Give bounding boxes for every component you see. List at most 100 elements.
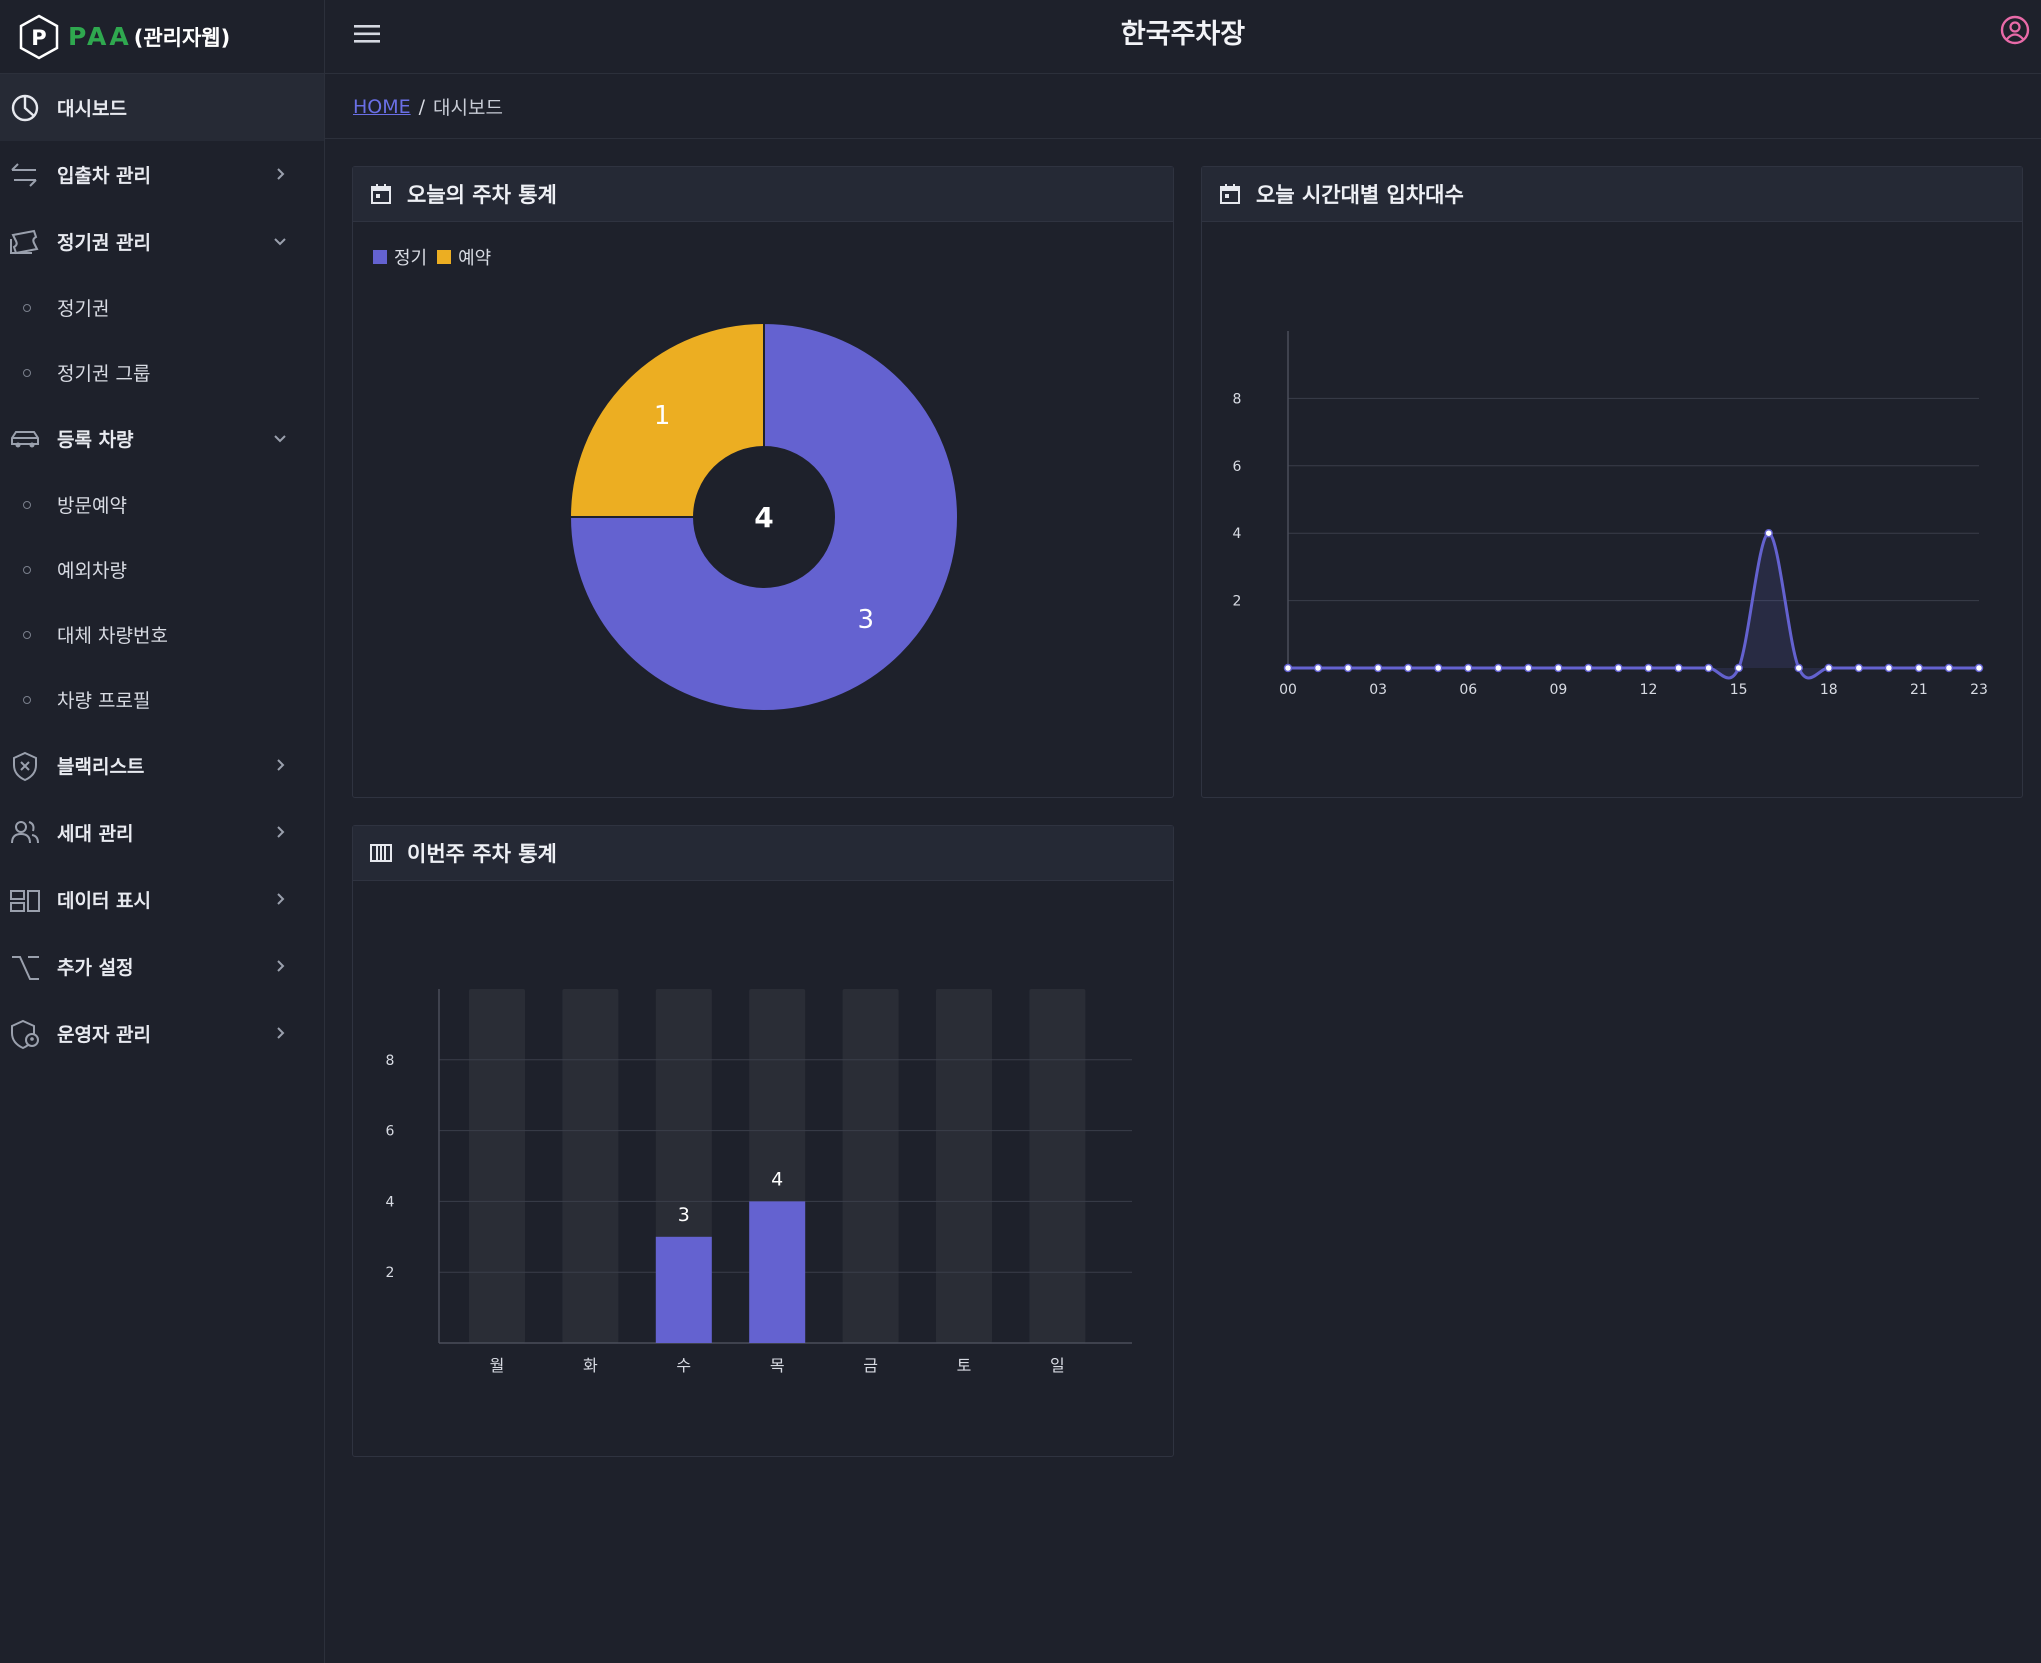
data-point[interactable] xyxy=(1524,663,1533,673)
brand[interactable]: P PAA (관리자웹) xyxy=(0,0,324,74)
chevron-right-icon xyxy=(277,960,285,972)
data-point[interactable] xyxy=(1854,663,1864,673)
line-area xyxy=(1288,533,1979,678)
chevron-right-icon xyxy=(277,826,285,838)
breadcrumb-home-link[interactable]: HOME xyxy=(353,95,411,118)
sidebar-item[interactable]: 세대 관리 xyxy=(0,799,324,866)
y-tick-label: 8 xyxy=(386,1053,395,1069)
sidebar-item[interactable]: 등록 차량 xyxy=(0,405,324,472)
user-circle-icon[interactable] xyxy=(1999,14,2031,46)
legend-item[interactable]: 예약 xyxy=(437,244,491,270)
card-header: 오늘 시간대별 입차대수 xyxy=(1202,167,2022,222)
data-point[interactable] xyxy=(1554,663,1563,673)
site-title: 한국주차장 xyxy=(1120,19,1246,50)
series-line xyxy=(1287,531,1979,680)
shield-user-icon xyxy=(11,1019,39,1049)
data-point[interactable] xyxy=(1403,663,1413,673)
sidebar-subitem-label: 정기권 그룹 xyxy=(57,363,151,385)
x-tick-label: 토 xyxy=(957,1356,972,1375)
donut-slice[interactable] xyxy=(568,321,765,518)
bullet-icon xyxy=(23,630,31,639)
sidebar-item[interactable]: 대시보드 xyxy=(0,74,324,141)
data-point[interactable] xyxy=(1584,663,1593,673)
data-point[interactable] xyxy=(1644,663,1653,673)
legend-item[interactable]: 정기 xyxy=(373,244,427,270)
y-tick-label: 8 xyxy=(1233,391,1242,407)
bullet-icon xyxy=(23,565,31,574)
data-point[interactable] xyxy=(1494,663,1503,673)
data-point[interactable] xyxy=(1884,663,1894,673)
x-tick-label: 일 xyxy=(1050,1356,1065,1375)
sidebar-item[interactable]: 입출차 관리 xyxy=(0,141,324,208)
sidebar-item-label: 추가 설정 xyxy=(57,957,134,979)
slice-value-label: 3 xyxy=(858,605,875,635)
data-point[interactable] xyxy=(1433,663,1443,673)
y-tick-label: 6 xyxy=(386,1124,395,1140)
y-tick-label: 4 xyxy=(1233,526,1242,542)
x-tick-label: 금 xyxy=(863,1356,878,1375)
pie-chart-icon xyxy=(11,94,39,121)
x-tick-label: 수 xyxy=(676,1356,691,1375)
data-point[interactable] xyxy=(1764,528,1773,538)
sidebar-subitem[interactable]: 예외차량 xyxy=(0,537,324,602)
data-point[interactable] xyxy=(1734,663,1743,673)
sidebar-subitem[interactable]: 차량 프로필 xyxy=(0,667,324,732)
x-tick-label: 18 xyxy=(1820,682,1838,698)
sidebar-item-label: 정기권 관리 xyxy=(57,232,152,254)
option-icon xyxy=(12,955,39,980)
sidebar-subitem[interactable]: 정기권 xyxy=(0,275,324,340)
data-point[interactable] xyxy=(1674,663,1683,673)
data-point[interactable] xyxy=(1794,663,1803,673)
donut-chart: 3 1 4 xyxy=(568,321,959,712)
sidebar-subitem[interactable]: 대체 차량번호 xyxy=(0,602,324,667)
bullet-icon xyxy=(23,368,31,377)
top-bar: 한국주차장 xyxy=(325,0,2041,74)
data-point[interactable] xyxy=(1914,663,1924,673)
y-tick-label: 2 xyxy=(1233,594,1242,610)
sidebar-item-label: 대시보드 xyxy=(57,98,127,120)
data-point[interactable] xyxy=(1704,663,1713,673)
bar[interactable] xyxy=(749,1201,806,1343)
data-point[interactable] xyxy=(1283,663,1293,673)
sidebar-subitem[interactable]: 방문예약 xyxy=(0,472,324,537)
slice-value-label: 1 xyxy=(654,401,671,431)
data-point[interactable] xyxy=(1824,663,1834,673)
parking-logo-icon: P xyxy=(19,14,59,59)
x-tick-label: 09 xyxy=(1549,682,1567,698)
bar-value-label: 3 xyxy=(678,1204,690,1226)
ticket-icon xyxy=(10,229,39,254)
sidebar-subitem[interactable]: 정기권 그룹 xyxy=(0,340,324,405)
x-tick-label: 00 xyxy=(1279,682,1297,698)
bar-chart: 2 4 6 8 월 화 3 수 4 목 금 토 일 xyxy=(386,989,1132,1375)
sidebar-item[interactable]: 운영자 관리 xyxy=(0,1000,324,1067)
x-tick-label: 15 xyxy=(1730,682,1748,698)
sidebar-item[interactable]: 정기권 관리 xyxy=(0,208,324,275)
brand-suffix: (관리자웹) xyxy=(133,25,231,50)
sidebar-subitem-label: 차량 프로필 xyxy=(57,690,151,712)
data-point[interactable] xyxy=(1313,663,1323,673)
data-point[interactable] xyxy=(1373,663,1383,673)
data-point[interactable] xyxy=(1944,663,1954,673)
x-tick-label: 월 xyxy=(490,1356,505,1375)
hamburger-icon[interactable] xyxy=(352,19,382,49)
sidebar-item[interactable]: 추가 설정 xyxy=(0,933,324,1000)
data-point[interactable] xyxy=(1974,663,1984,673)
data-point[interactable] xyxy=(1614,663,1623,673)
calendar-icon xyxy=(371,184,391,204)
sidebar-item-label: 블랙리스트 xyxy=(57,756,145,778)
donut-slice[interactable] xyxy=(568,321,959,712)
sidebar-item[interactable]: 블랙리스트 xyxy=(0,732,324,799)
data-point[interactable] xyxy=(1464,663,1473,673)
bar[interactable] xyxy=(655,1236,712,1343)
car-icon xyxy=(11,430,39,447)
data-point[interactable] xyxy=(1343,663,1353,673)
sidebar-item[interactable]: 데이터 표시 xyxy=(0,866,324,933)
chevron-right-icon xyxy=(277,1027,285,1039)
sidebar-item-label: 세대 관리 xyxy=(57,823,134,845)
x-tick-label: 23 xyxy=(1970,682,1988,698)
card-title: 오늘 시간대별 입차대수 xyxy=(1256,183,1464,207)
y-tick-label: 2 xyxy=(386,1265,395,1281)
sidebar-subitem-label: 대체 차량번호 xyxy=(57,625,168,647)
sidebar-item-label: 데이터 표시 xyxy=(57,890,152,912)
